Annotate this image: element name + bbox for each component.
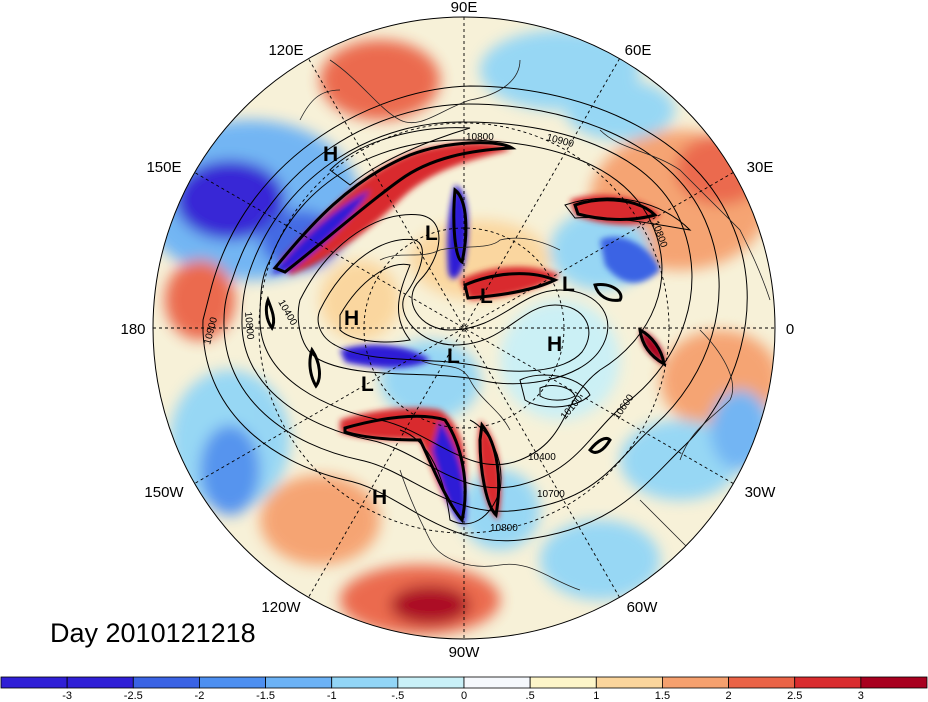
colorbar-tick-label: 2.5 xyxy=(787,690,802,702)
colorbar-tick-label: -2 xyxy=(195,690,205,702)
colorbar-tick-label: -.5 xyxy=(391,690,404,702)
polar-stereographic-map: H L L L H L H L H 10800 10900 10800 1040… xyxy=(120,0,794,661)
lon-label-60w: 60W xyxy=(627,599,659,616)
lon-label-120w: 120W xyxy=(261,599,301,616)
lon-label-180: 180 xyxy=(120,321,145,338)
lon-label-60e: 60E xyxy=(625,42,652,59)
colorbar-tick-label: -2.5 xyxy=(124,690,143,702)
colorbar-box xyxy=(265,676,333,689)
colorbar-tick-label: 2 xyxy=(726,690,732,702)
colorbar-box xyxy=(331,676,399,689)
lon-label-90w: 90W xyxy=(449,644,481,661)
colorbar-box xyxy=(728,676,796,689)
pressure-center-high-pacific: H xyxy=(372,486,387,509)
colorbar-tick-label: -3 xyxy=(62,690,72,702)
colorbar-tick-label: -1.5 xyxy=(256,690,275,702)
lon-label-150w: 150W xyxy=(144,484,184,501)
colorbar-box xyxy=(463,676,531,689)
colorbar-box xyxy=(794,676,862,689)
colorbar-tick-label: 0 xyxy=(461,690,467,702)
pressure-center-low-alaska: L xyxy=(361,373,374,396)
lon-label-30w: 30W xyxy=(745,484,777,501)
pressure-center-high-atlantic: H xyxy=(547,333,562,356)
pressure-center-high-east-siberia: H xyxy=(323,143,338,166)
pressure-center-low-kara-sea: L xyxy=(425,222,438,245)
colorbar-box xyxy=(662,676,729,689)
colorbar-box xyxy=(199,676,266,689)
longitude-labels: 90E 60E 30E 0 30W 60W 90W 120W 150W 180 … xyxy=(120,0,794,661)
colorbar-box xyxy=(66,676,134,689)
colorbar-box xyxy=(860,676,928,689)
colorbar-box xyxy=(397,676,465,689)
pressure-center-high-bering: H xyxy=(344,307,359,330)
graticule xyxy=(153,17,775,639)
coastlines xyxy=(299,59,771,591)
colorbar-tick-label: -1 xyxy=(327,690,337,702)
pressure-center-low-pole: L xyxy=(447,345,460,368)
pressure-center-low-europe: L xyxy=(562,273,575,296)
lon-label-0: 0 xyxy=(786,321,794,338)
colorbar-box xyxy=(529,676,597,689)
contour-label: 10400 xyxy=(528,452,556,463)
jet-contours xyxy=(264,141,666,524)
colorbar-ticks: -3 -2.5 -2 -1.5 -1 -.5 0 .5 1 1.5 2 2.5 3 xyxy=(62,690,864,702)
day-title: Day 2010121218 xyxy=(50,618,256,648)
lon-label-30e: 30E xyxy=(747,159,774,176)
colorbar-box xyxy=(0,676,68,689)
lon-label-90e: 90E xyxy=(451,0,478,16)
contour-label: 10800 xyxy=(466,132,494,143)
colorbar-tick-label: 1.5 xyxy=(655,690,670,702)
contour-label: 10700 xyxy=(537,489,565,500)
contour-label: 10800 xyxy=(242,311,255,340)
pressure-center-labels: H L L L H L H L H xyxy=(323,143,575,509)
colorbar-box xyxy=(132,676,200,689)
colorbar-box xyxy=(595,676,663,689)
colorbar-tick-label: 3 xyxy=(858,690,864,702)
pressure-center-low-barents: L xyxy=(480,285,493,308)
colorbar: -3 -2.5 -2 -1.5 -1 -.5 0 .5 1 1.5 2 2.5 3 xyxy=(0,676,928,702)
lon-label-120e: 120E xyxy=(268,42,303,59)
contour-label: 10800 xyxy=(490,523,518,534)
colorbar-tick-label: .5 xyxy=(526,690,535,702)
map-border xyxy=(152,16,776,640)
lon-label-150e: 150E xyxy=(146,159,181,176)
geopotential-contours xyxy=(202,85,748,542)
colorbar-tick-label: 1 xyxy=(593,690,599,702)
colorbar-boxes xyxy=(0,676,928,689)
